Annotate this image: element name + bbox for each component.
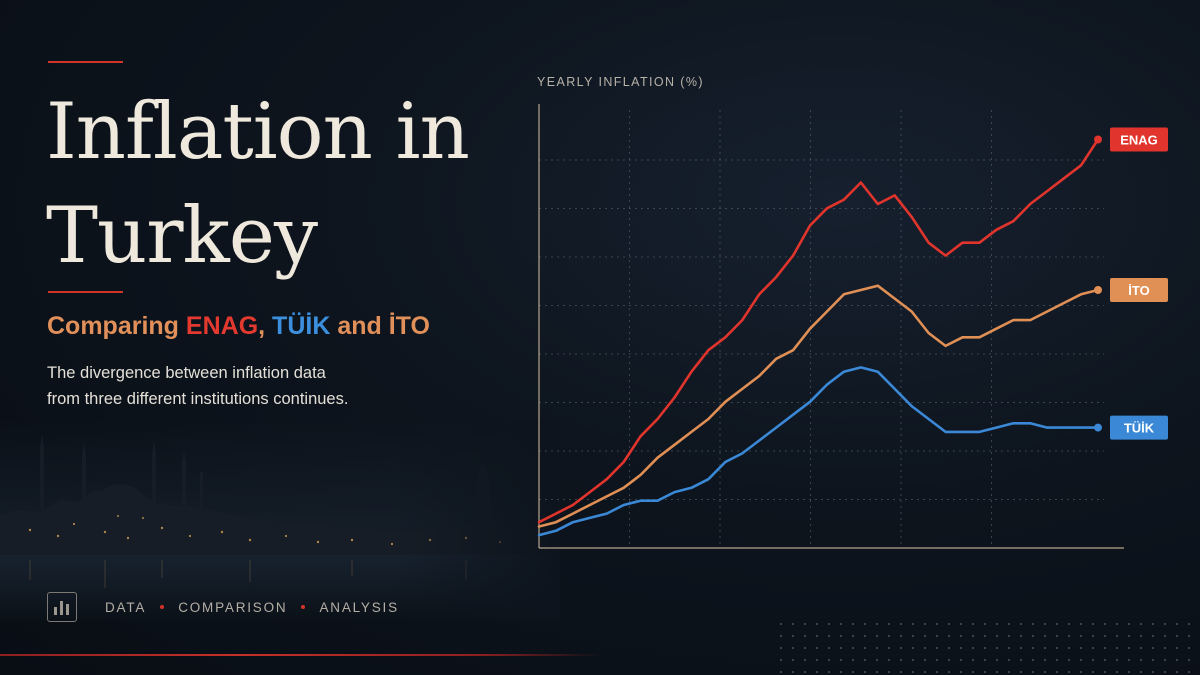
title-line-2: Turkey <box>46 191 318 281</box>
subtitle-tuik: TÜİK <box>272 312 331 340</box>
description-line-1: The divergence between inflation data <box>47 364 326 382</box>
series-label-enag: ENAG <box>1120 133 1158 148</box>
subtitle-ito: İTO <box>388 312 430 340</box>
subtitle-accent-rule <box>48 291 123 293</box>
subtitle-and: and <box>330 312 389 340</box>
subtitle: Comparing ENAG, TÜİK and İTO <box>47 312 430 341</box>
title-line-1: Inflation in <box>46 87 470 177</box>
series-end-marker-i-to <box>1094 286 1102 294</box>
subtitle-comma: , <box>258 312 273 340</box>
istanbul-skyline-illustration <box>0 420 560 620</box>
footer-tag-comparison: COMPARISON <box>178 599 288 615</box>
series-label-box-i-to <box>1110 278 1168 302</box>
chart-axes <box>538 104 1124 549</box>
separator-dot <box>301 605 306 609</box>
page-title: Inflation in Turkey <box>46 80 470 288</box>
chart-end-labels: ENAG İTO TÜİK <box>1094 127 1168 440</box>
series-line-t-i-k <box>537 366 1100 537</box>
bottom-accent-line <box>0 654 600 656</box>
dot-pattern-decoration <box>775 618 1195 674</box>
separator-dot <box>160 605 165 609</box>
series-label-box-t-i-k <box>1110 415 1168 440</box>
series-label-t-i-k: TÜİK <box>1124 421 1155 436</box>
series-label-i-to: İTO <box>1128 283 1149 298</box>
series-line-i-to <box>537 284 1100 528</box>
footer-tags-bar: DATA COMPARISON ANALYSIS <box>47 590 399 624</box>
series-end-marker-t-i-k <box>1094 423 1102 432</box>
series-line-enag <box>537 138 1100 524</box>
footer-tag-data: DATA <box>105 599 147 615</box>
footer-tag-analysis: ANALYSIS <box>319 599 399 615</box>
footer-tags: DATA COMPARISON ANALYSIS <box>105 600 399 615</box>
chart-title: YEARLY INFLATION (%) <box>537 75 704 89</box>
series-end-marker-enag <box>1094 135 1102 144</box>
chart-series <box>537 138 1100 537</box>
description: The divergence between inflation data fr… <box>47 360 348 412</box>
chart-grid <box>539 110 1104 548</box>
subtitle-enag: ENAG <box>185 312 259 340</box>
series-label-box-enag <box>1110 127 1168 152</box>
bar-chart-icon <box>47 592 77 622</box>
title-accent-rule <box>48 61 123 63</box>
subtitle-prefix: Comparing <box>47 312 186 340</box>
description-line-2: from three different institutions contin… <box>47 390 349 408</box>
